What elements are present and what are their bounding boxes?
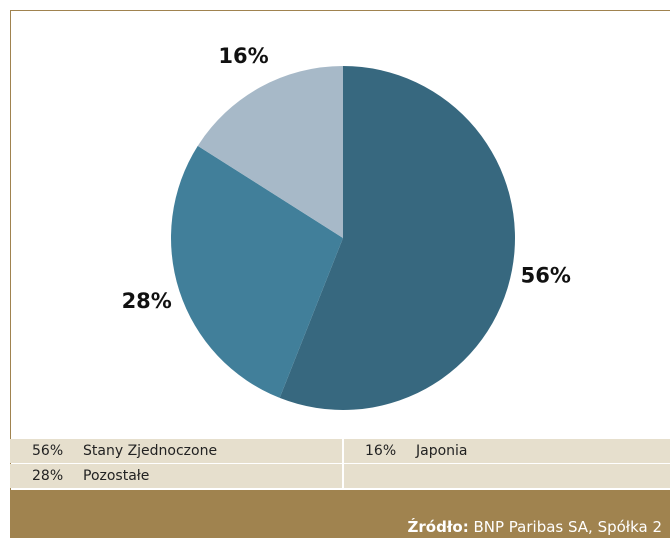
pie-slice [170, 145, 343, 398]
pie-slice [197, 65, 343, 238]
legend-label: Japonia [415, 443, 468, 459]
legend-value: 16% [365, 443, 396, 459]
legend-label: Pozostałe [83, 468, 149, 484]
slice-label: 28% [122, 289, 172, 313]
legend-row [10, 439, 670, 463]
slice-label: 56% [521, 264, 571, 288]
legend-value: 56% [32, 443, 63, 459]
legend-value: 28% [32, 468, 63, 484]
source-text: BNP Paribas SA, Spółka 2 [473, 518, 662, 536]
slice-label: 16% [218, 44, 268, 68]
pie-slice [279, 66, 515, 410]
source: Źródło: BNP Paribas SA, Spółka 2 [408, 517, 663, 536]
footer-bar [10, 490, 670, 538]
legend-row [10, 464, 670, 488]
legend-label: Stany Zjednoczone [83, 443, 217, 459]
source-label: Źródło: [408, 517, 469, 536]
